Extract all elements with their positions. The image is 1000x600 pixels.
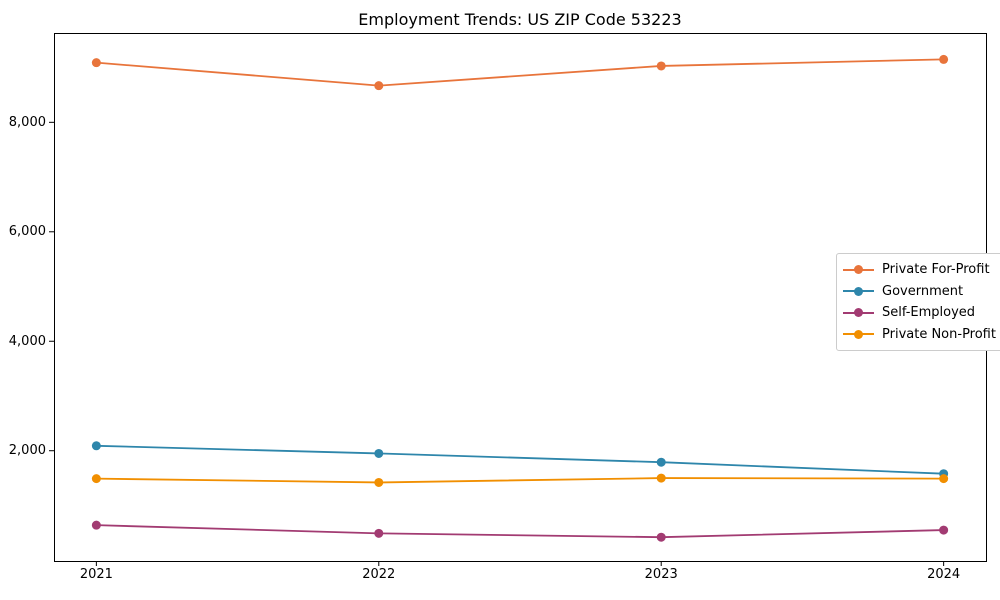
y-axis-tick-label: 8,000	[8, 114, 46, 130]
chart-title: Employment Trends: US ZIP Code 53223	[358, 10, 682, 29]
legend-marker-icon	[843, 286, 874, 296]
legend-label: Self-Employed	[882, 305, 976, 321]
series-line-private-for-profit	[96, 58, 944, 87]
data-point-private-for-profit-2023	[656, 61, 666, 71]
series-line-private-non-profit	[96, 477, 944, 484]
x-axis-tick-label: 2022	[362, 567, 396, 582]
x-axis-tick-label: 2023	[644, 567, 678, 582]
data-point-private-non-profit-2021	[91, 474, 101, 484]
x-axis-tick-label: 2021	[79, 567, 113, 582]
legend-label: Private Non-Profit	[882, 326, 996, 342]
legend-item-self-employed: Self-Employed	[843, 302, 996, 324]
data-point-government-2021	[91, 441, 101, 451]
data-point-private-for-profit-2022	[374, 81, 384, 91]
y-axis-tick-label: 2,000	[8, 443, 46, 459]
data-point-private-non-profit-2023	[656, 473, 666, 483]
legend-item-government: Government	[843, 281, 996, 303]
legend: Private For-Profit Government Self-Emplo…	[836, 253, 1000, 351]
data-point-self-employed-2022	[374, 528, 384, 538]
data-point-private-for-profit-2024	[939, 54, 949, 64]
legend-label: Private For-Profit	[882, 262, 990, 278]
data-point-private-non-profit-2022	[374, 477, 384, 487]
legend-label: Government	[882, 283, 964, 299]
legend-marker-icon	[843, 265, 874, 275]
legend-marker-icon	[843, 329, 874, 339]
y-axis-tick-label: 4,000	[8, 333, 46, 349]
data-point-private-for-profit-2021	[91, 58, 101, 68]
legend-item-private-non-profit: Private Non-Profit	[843, 324, 996, 346]
legend-item-private-for-profit: Private For-Profit	[843, 259, 996, 281]
data-point-self-employed-2024	[939, 525, 949, 535]
series-line-government	[96, 444, 944, 475]
legend-marker-icon	[843, 308, 874, 318]
x-axis-tick-label: 2024	[927, 567, 961, 582]
data-point-government-2023	[656, 457, 666, 467]
data-point-private-non-profit-2024	[939, 474, 949, 484]
data-point-self-employed-2021	[91, 520, 101, 530]
series-line-self-employed	[96, 524, 944, 539]
data-point-government-2022	[374, 448, 384, 458]
y-axis-tick-label: 6,000	[8, 224, 46, 240]
data-point-self-employed-2023	[656, 532, 666, 542]
